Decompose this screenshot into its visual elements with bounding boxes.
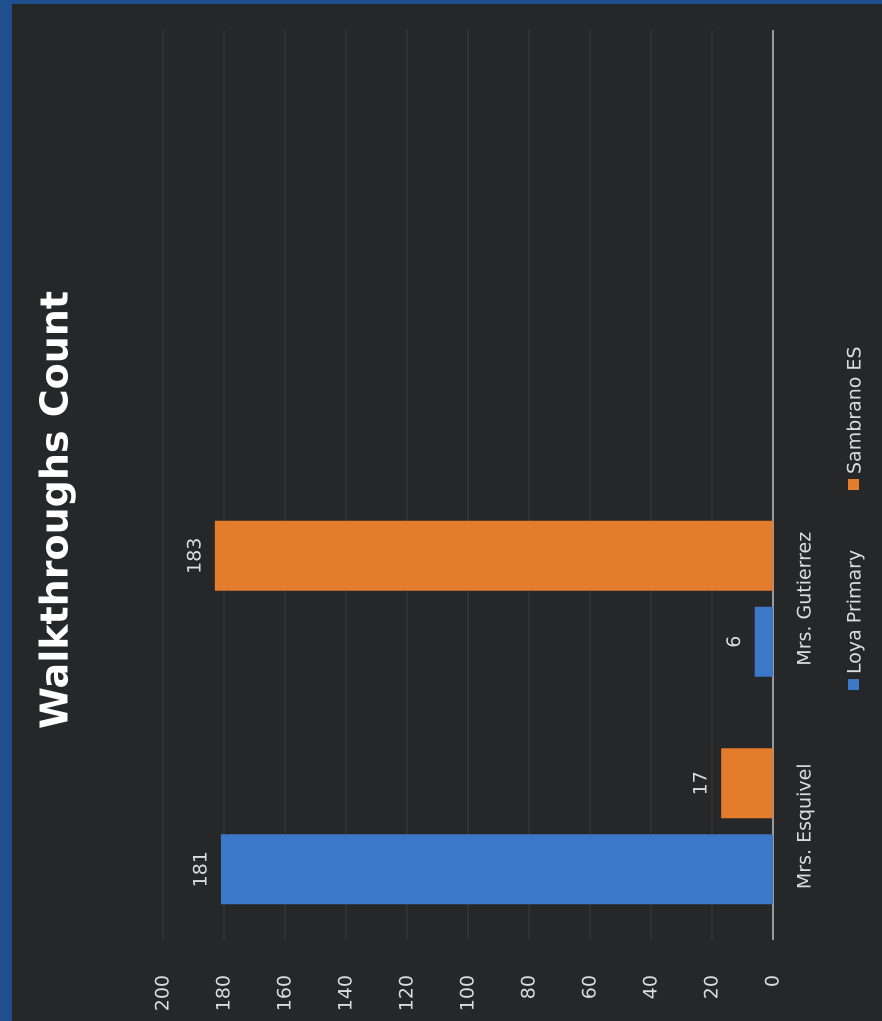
y-tick-label: 200 (152, 975, 174, 1011)
y-tick-label: 40 (640, 975, 662, 999)
y-tick-label: 80 (518, 975, 540, 999)
chart-title: Walkthroughs Count (33, 291, 77, 729)
y-tick-label: 160 (274, 975, 296, 1011)
legend-swatch (848, 679, 859, 690)
bar (214, 520, 774, 591)
bar (220, 834, 773, 905)
data-label: 181 (189, 851, 211, 887)
data-label: 183 (183, 538, 205, 574)
legend-swatch (848, 479, 859, 490)
y-tick-label: 0 (762, 975, 784, 987)
legend-label: Sambrano ES (844, 347, 866, 475)
legend-label: Loya Primary (844, 550, 866, 674)
rotated-chart: Walkthroughs Count 0 20 40 60 80 100 120 140 160… (33, 30, 866, 1011)
y-tick-label: 20 (701, 975, 723, 999)
y-tick-label: 100 (457, 975, 479, 1011)
y-tick-label: 120 (396, 975, 418, 1011)
x-tick-label: Mrs. Esquivel (794, 763, 816, 889)
bar (754, 606, 774, 677)
data-label: 6 (723, 636, 745, 648)
bar (721, 748, 774, 819)
data-label: 17 (690, 771, 712, 795)
y-tick-label: 180 (213, 975, 235, 1011)
x-tick-label: Mrs. Gutierrez (794, 532, 816, 666)
y-tick-label: 140 (335, 975, 357, 1011)
y-tick-label: 60 (579, 975, 601, 999)
